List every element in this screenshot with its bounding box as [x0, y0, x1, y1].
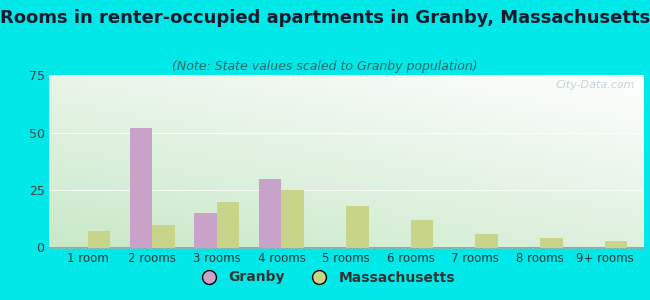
Bar [259, 178, 281, 248]
Legend: Granby, Massachusetts: Granby, Massachusetts [189, 265, 461, 290]
Bar [411, 220, 434, 248]
Bar [281, 190, 304, 248]
Bar [346, 206, 369, 248]
Bar [88, 231, 110, 248]
Bar [604, 241, 627, 248]
Bar [194, 213, 217, 248]
Bar [129, 128, 152, 248]
Bar [540, 238, 563, 248]
Text: (Note: State values scaled to Granby population): (Note: State values scaled to Granby pop… [172, 60, 478, 73]
Text: City-Data.com: City-Data.com [555, 80, 634, 90]
Bar [475, 234, 498, 248]
Text: Rooms in renter-occupied apartments in Granby, Massachusetts: Rooms in renter-occupied apartments in G… [0, 9, 650, 27]
Bar [152, 224, 175, 248]
Bar [217, 202, 239, 248]
